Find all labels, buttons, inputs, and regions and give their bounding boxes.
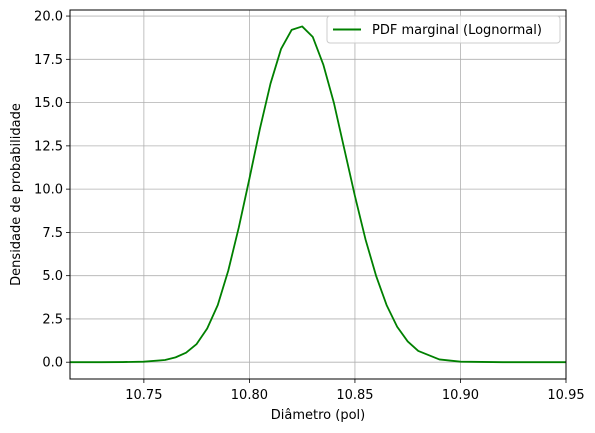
plot-frame bbox=[69, 9, 567, 380]
y-tick-label: 5.0 bbox=[42, 269, 63, 284]
x-axis-label: Diâmetro (pol) bbox=[271, 408, 365, 423]
y-axis-ticks: 0.0 2.5 5.0 7.5 10.0 12.5 15.0 17.5 20.0 bbox=[34, 10, 70, 371]
legend-label: PDF marginal (Lognormal) bbox=[372, 23, 542, 38]
y-tick-label: 15.0 bbox=[34, 96, 63, 111]
y-tick-label: 10.0 bbox=[34, 183, 63, 198]
y-tick-label: 0.0 bbox=[42, 356, 63, 371]
y-tick-label: 20.0 bbox=[34, 10, 63, 25]
x-tick-label: 10.80 bbox=[231, 388, 268, 403]
grid bbox=[70, 10, 567, 379]
x-tick-label: 10.85 bbox=[336, 388, 373, 403]
x-axis-ticks: 10.75 10.80 10.85 10.90 10.95 bbox=[125, 379, 585, 403]
y-tick-label: 17.5 bbox=[34, 53, 63, 68]
x-tick-label: 10.90 bbox=[442, 388, 479, 403]
legend: PDF marginal (Lognormal) bbox=[326, 15, 561, 44]
legend-box bbox=[326, 15, 561, 44]
series-layer bbox=[70, 25, 566, 364]
y-axis-label: Densidade de probabilidade bbox=[9, 103, 24, 286]
x-tick-label: 10.95 bbox=[547, 388, 584, 403]
y-tick-label: 7.5 bbox=[42, 226, 63, 241]
x-tick-label: 10.75 bbox=[125, 388, 162, 403]
y-tick-label: 12.5 bbox=[34, 139, 63, 154]
series-line bbox=[70, 25, 566, 364]
y-tick-label: 2.5 bbox=[42, 312, 63, 327]
